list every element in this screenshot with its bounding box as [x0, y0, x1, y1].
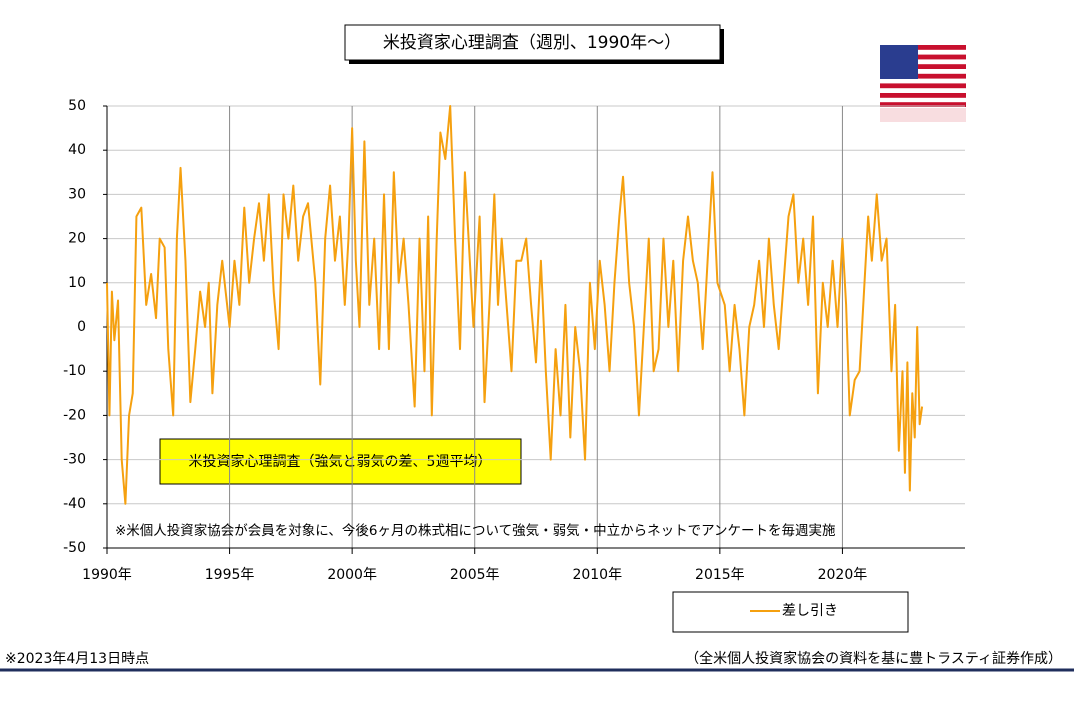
y-tick-label: 0 [77, 319, 86, 335]
y-tick-label: -30 [63, 452, 86, 468]
y-tick-label: 50 [68, 98, 86, 114]
x-tick-label: 2000年 [327, 567, 377, 583]
y-tick-label: 20 [68, 231, 86, 247]
line-series [106, 105, 924, 505]
chart-title: 米投資家心理調査（週別、1990年～） [383, 33, 681, 53]
annotation: 米投資家心理調査（強気と弱気の差、5週平均） [189, 453, 492, 470]
x-tick-label: 2015年 [695, 567, 745, 583]
note: ※米個人投資家協会が会員を対象に、今後6ヶ月の株式相について強気・弱気・中立から… [115, 522, 836, 539]
x-tick-label: 1995年 [205, 567, 255, 583]
x-tick-label: 2005年 [450, 567, 500, 583]
y-tick-label: -20 [63, 407, 86, 423]
footnote: ※2023年4月13日時点 [5, 651, 149, 667]
y-tick-label: -50 [63, 540, 86, 556]
flag-canton [880, 45, 918, 79]
y-tick-label: 30 [68, 186, 86, 202]
flag [880, 45, 966, 122]
y-tick-label: -40 [63, 496, 86, 512]
y-tick-label: -10 [63, 363, 86, 379]
x-tick-label: 1990年 [82, 567, 132, 583]
flag-reflection [880, 108, 966, 122]
legend-label: 差し引き [782, 603, 838, 619]
y-tick-label: 10 [68, 275, 86, 291]
title-box [344, 24, 721, 61]
x-tick-label: 2010年 [572, 567, 622, 583]
x-tick-label: 2020年 [818, 567, 868, 583]
y-tick-label: 40 [68, 142, 86, 158]
source: （全米個人投資家協会の資料を基に豊トラスティ証券作成） [685, 650, 1062, 667]
flag-stripes [880, 45, 966, 107]
annotation-box [159, 438, 522, 485]
legend-box [672, 591, 909, 633]
